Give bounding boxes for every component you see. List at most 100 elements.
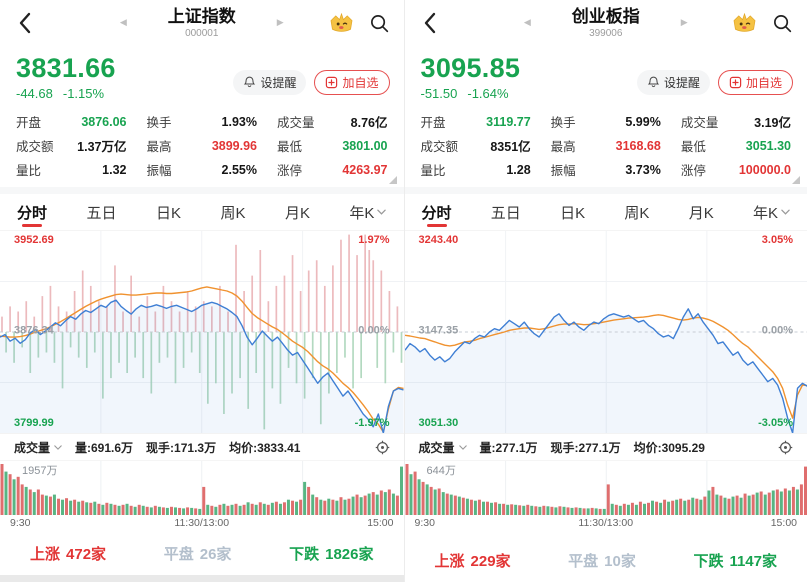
market-breadth-footer: 上涨 472家 平盘 26家 下跌 1826家 — [0, 539, 404, 575]
time-tick-open: 9:30 — [10, 517, 31, 530]
stats-grid: 开盘 3119.77 换手 5.99% 成交量 3.19亿 成交额 8351亿 最高 31… — [405, 103, 807, 185]
tab-minute[interactable]: 分时 — [17, 194, 47, 230]
chevron-down-icon — [377, 209, 387, 216]
stock-code: 000001 — [185, 27, 219, 39]
stock-title-block: 创业板指 399006 — [561, 7, 651, 39]
search-icon — [774, 14, 792, 32]
header: ◀ 创业板指 399006 ▶ — [405, 0, 807, 46]
next-stock-arrow-icon[interactable]: ▶ — [276, 17, 284, 28]
volume-max-label: 1957万 — [22, 465, 58, 478]
panel-chinext-index: ◀ 创业板指 399006 ▶ — [403, 0, 807, 582]
add-watchlist-button[interactable]: 加自选 — [314, 69, 390, 95]
tab-daily-k[interactable]: 日K — [155, 204, 181, 222]
decliners-stat: 下跌 1826家 — [289, 545, 374, 563]
stat-limit-up: 涨停 100000.0 — [680, 162, 791, 179]
header: ◀ 上证指数 000001 ▶ — [0, 0, 404, 46]
stats-expand-icon[interactable] — [388, 176, 397, 185]
chart-low-price-label: 3051.30 — [418, 417, 459, 430]
stat-turnover-amount: 成交额 8351亿 — [420, 140, 531, 155]
next-stock-arrow-icon[interactable]: ▶ — [680, 17, 688, 28]
section-divider — [0, 187, 404, 195]
stat-high: 最高 3899.96 — [146, 138, 258, 155]
vip-crown-button[interactable] — [329, 12, 354, 34]
chart-high-price-label: 3952.69 — [14, 234, 54, 247]
search-icon — [370, 14, 388, 32]
chevron-left-icon — [424, 12, 435, 34]
time-tick-close: 15:00 — [367, 517, 394, 530]
header-actions — [732, 12, 793, 34]
section-divider — [404, 187, 807, 195]
chart-high-price-label: 3243.40 — [418, 234, 459, 247]
chevron-left-icon — [19, 12, 31, 34]
time-tick-close: 15:00 — [770, 517, 797, 530]
set-alert-button[interactable]: 设提醒 — [636, 69, 710, 95]
price-change: -51.50 -1.64% — [421, 86, 521, 101]
add-watchlist-label: 加自选 — [745, 75, 782, 90]
chart-low-pct-label: -3.05% — [758, 417, 793, 430]
chevron-down-icon — [781, 209, 790, 216]
volume-chart[interactable]: 1957万 — [0, 460, 404, 516]
chart-low-pct-label: -1.97% — [354, 417, 390, 430]
stat-high: 最高 3168.68 — [550, 138, 661, 155]
volume-chart[interactable]: 644万 — [404, 460, 807, 516]
tab-monthly-k[interactable]: 月K — [284, 204, 310, 222]
tab-daily-k[interactable]: 日K — [560, 204, 586, 222]
prev-stock-arrow-icon[interactable]: ◀ — [523, 17, 531, 28]
change-percent: -1.15% — [62, 86, 105, 102]
stat-volume-ratio: 量比 1.32 — [16, 162, 127, 179]
stock-title-block: 上证指数 000001 — [157, 7, 247, 39]
tab-minute[interactable]: 分时 — [422, 194, 452, 230]
prev-stock-arrow-icon[interactable]: ◀ — [119, 17, 127, 28]
header-actions — [329, 12, 390, 34]
period-tabs: 分时 五日 日K 周K 月K 年K — [404, 194, 807, 232]
volume-indicator-selector[interactable]: 成交量 — [14, 439, 62, 456]
volume-stat: 量:691.6万 — [75, 440, 134, 455]
volume-indicator-selector[interactable]: 成交量 — [419, 439, 467, 456]
period-tabs: 分时 五日 日K 周K 月K 年K — [0, 194, 404, 232]
unchanged-stat: 平盘 26家 — [163, 545, 232, 563]
back-button[interactable] — [419, 8, 441, 38]
settings-gear-icon — [375, 440, 389, 455]
current-lots-stat: 现手:277.1万 — [550, 440, 621, 455]
search-button[interactable] — [369, 13, 390, 34]
back-button[interactable] — [14, 8, 36, 38]
chart-settings-button[interactable] — [778, 440, 793, 455]
search-button[interactable] — [772, 13, 793, 34]
change-value: -44.68 — [16, 86, 53, 102]
stat-volume: 成交量 3.19亿 — [680, 116, 791, 131]
tab-five-day[interactable]: 五日 — [86, 204, 117, 222]
stats-expand-icon[interactable] — [792, 176, 800, 185]
stat-turnover-rate: 换手 1.93% — [146, 114, 258, 131]
stat-amplitude: 振幅 2.55% — [146, 162, 258, 179]
set-alert-label: 设提醒 — [260, 75, 297, 90]
stock-title: 创业板指 — [571, 7, 640, 27]
stat-volume: 成交量 8.76亿 — [277, 116, 388, 131]
tab-weekly-k[interactable]: 周K — [624, 204, 650, 222]
bell-icon — [244, 76, 256, 88]
vip-crown-button[interactable] — [732, 12, 757, 34]
volume-max-label: 644万 — [426, 465, 456, 478]
tab-yearly-k[interactable]: 年K — [753, 194, 790, 230]
chart-high-pct-label: 3.05% — [761, 234, 793, 247]
chart-zero-pct-label: 0.00% — [761, 324, 793, 337]
tab-weekly-k[interactable]: 周K — [220, 204, 246, 222]
add-square-icon — [729, 76, 742, 88]
stat-amplitude: 振幅 3.73% — [550, 162, 661, 179]
time-axis: 9:30 11:30/13:00 15:00 — [405, 515, 807, 531]
advancers-stat: 上涨 229家 — [434, 552, 511, 570]
chevron-down-icon — [458, 445, 467, 450]
tab-five-day[interactable]: 五日 — [490, 204, 521, 222]
next-section-edge — [0, 575, 404, 582]
stat-limit-up: 涨停 4263.97 — [277, 162, 388, 179]
tab-yearly-k[interactable]: 年K — [349, 194, 387, 230]
quote-section: 3095.85 -51.50 -1.64% 设提醒 — [405, 46, 807, 103]
chart-settings-button[interactable] — [375, 440, 390, 455]
tab-monthly-k[interactable]: 月K — [688, 204, 714, 222]
set-alert-button[interactable]: 设提醒 — [233, 69, 307, 95]
intraday-chart[interactable]: 3243.40 3.05% 3147.35 0.00% 3051.30 -3.0… — [404, 231, 807, 434]
chart-prevclose-label: 3147.35 — [418, 324, 459, 337]
add-watchlist-button[interactable]: 加自选 — [717, 69, 793, 95]
intraday-chart[interactable]: 3952.69 1.97% 3876.34 0.00% 3799.99 -1.9… — [0, 231, 404, 434]
add-watchlist-label: 加自选 — [342, 75, 379, 90]
stat-turnover-rate: 换手 5.99% — [550, 114, 661, 131]
